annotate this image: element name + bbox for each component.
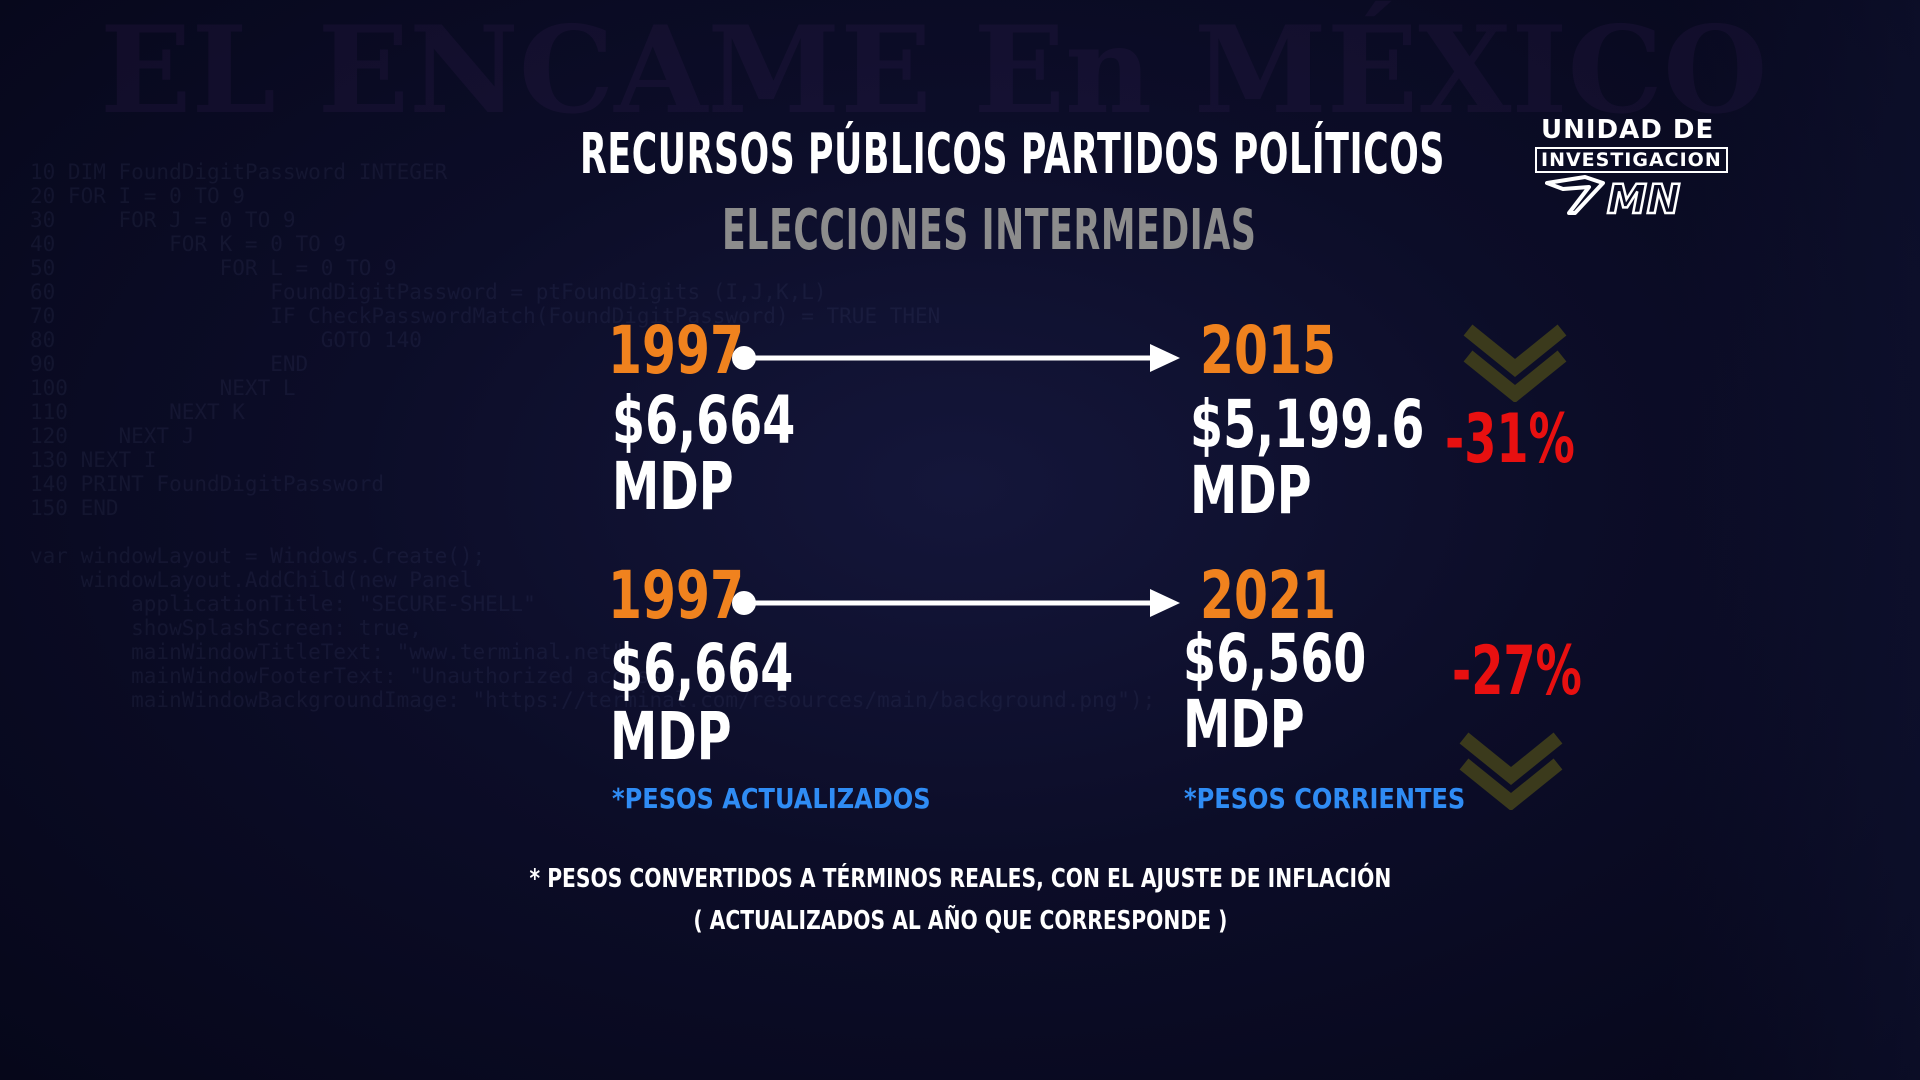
arrow-right-icon bbox=[732, 344, 1180, 372]
footnote-line-1-text: * PESOS CONVERTIDOS A TÉRMINOS REALES, C… bbox=[529, 864, 1391, 894]
change-percent-1: -31% bbox=[1445, 400, 1575, 479]
arrow-right-icon bbox=[732, 589, 1180, 617]
footnote-line-2: ( ACTUALIZADOS AL AÑO QUE CORRESPONDE ) bbox=[0, 906, 1920, 936]
double-chevron-down-icon bbox=[1463, 324, 1567, 402]
from-unit-2: MDP bbox=[610, 698, 732, 775]
unidad-investigacion-logo: UNIDAD DE INVESTIGACION MN bbox=[1535, 115, 1728, 217]
to-amount-1: $5,199.6 bbox=[1190, 386, 1425, 463]
note-pesos-actualizados: *PESOS ACTUALIZADOS bbox=[612, 782, 931, 815]
double-chevron-down-icon bbox=[1459, 732, 1563, 810]
background-newspaper-texture: EL ENCAME En MÉXICO bbox=[100, 0, 1768, 141]
page-title: RECURSOS PÚBLICOS PARTIDOS POLÍTICOS bbox=[580, 122, 1445, 187]
from-amount-2: $6,664 bbox=[610, 630, 794, 707]
to-amount-2: $6,560 bbox=[1183, 620, 1367, 697]
from-year-2: 1997 bbox=[608, 557, 744, 634]
background-side-panel bbox=[1670, 0, 1920, 1080]
change-percent-2: -27% bbox=[1452, 632, 1582, 711]
footnote-line-1: * PESOS CONVERTIDOS A TÉRMINOS REALES, C… bbox=[0, 864, 1920, 894]
logo-mark-text: MN bbox=[1607, 177, 1680, 217]
mn-logo-icon: MN bbox=[1545, 175, 1682, 217]
to-unit-2: MDP bbox=[1183, 686, 1305, 763]
footnote-line-2-text: ( ACTUALIZADOS AL AÑO QUE CORRESPONDE ) bbox=[692, 906, 1228, 936]
logo-line-1: UNIDAD DE bbox=[1541, 115, 1715, 145]
note-pesos-corrientes: *PESOS CORRIENTES bbox=[1184, 782, 1466, 815]
to-year-1: 2015 bbox=[1200, 312, 1336, 389]
to-year-2: 2021 bbox=[1200, 557, 1336, 634]
to-unit-1: MDP bbox=[1190, 452, 1312, 529]
from-amount-1: $6,664 bbox=[612, 382, 796, 459]
logo-line-2: INVESTIGACION bbox=[1535, 147, 1728, 173]
page-subtitle: ELECCIONES INTERMEDIAS bbox=[722, 198, 1257, 263]
from-unit-1: MDP bbox=[612, 448, 734, 525]
from-year-1: 1997 bbox=[608, 312, 744, 389]
